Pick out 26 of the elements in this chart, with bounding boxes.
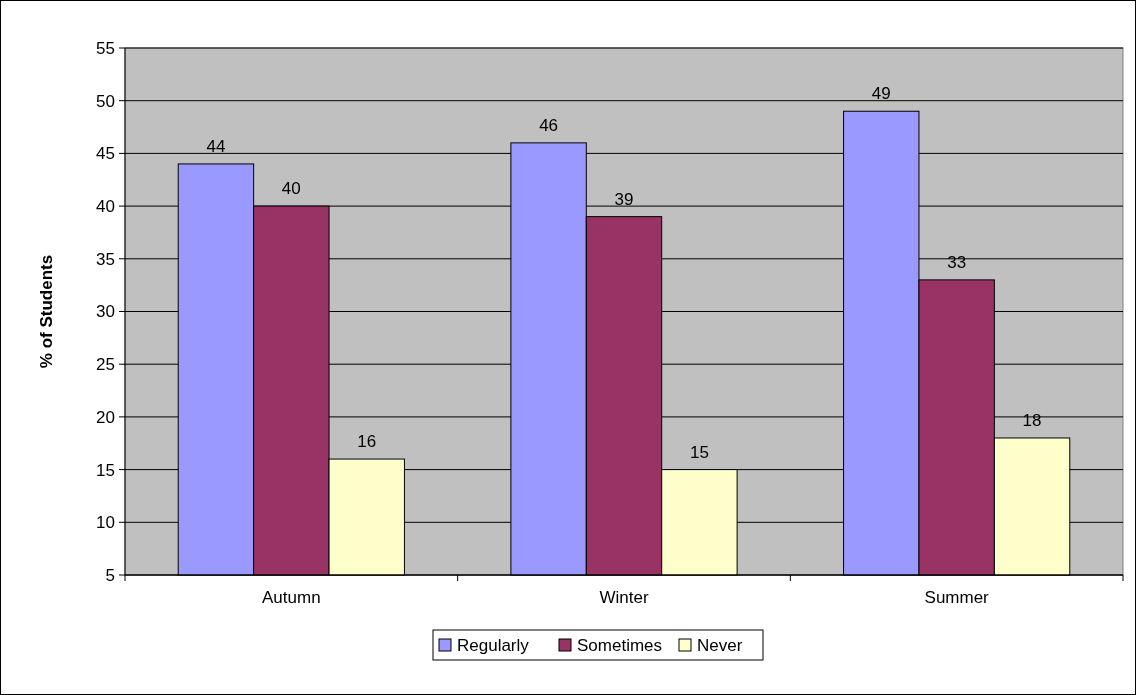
y-tick-label: 40 — [96, 197, 115, 217]
data-label: 18 — [1022, 410, 1042, 430]
data-label: 16 — [357, 432, 377, 452]
x-tick-label: Summer — [924, 588, 990, 607]
data-label: 15 — [689, 442, 709, 462]
y-axis-title: % of Students — [37, 254, 56, 369]
y-tick-label: 25 — [96, 355, 115, 375]
x-tick-label: Autumn — [262, 588, 321, 607]
x-tick-label: Winter — [599, 588, 649, 607]
legend-label: Sometimes — [577, 635, 663, 655]
y-tick-label: 35 — [96, 249, 115, 269]
y-tick-label: 15 — [96, 460, 115, 480]
data-label: 49 — [871, 84, 891, 104]
data-label: 46 — [539, 115, 559, 135]
y-tick-label: 5 — [105, 565, 115, 585]
y-tick-label: 45 — [96, 144, 115, 164]
y-tick-label: 55 — [96, 38, 115, 58]
y-tick-label: 30 — [96, 302, 115, 322]
data-label: 44 — [206, 136, 226, 156]
data-label: 40 — [281, 179, 301, 199]
y-tick-label: 10 — [96, 513, 115, 533]
legend-label: Never — [697, 635, 743, 655]
y-tick-label: 50 — [96, 91, 115, 111]
data-label: 39 — [614, 189, 634, 209]
y-tick-label: 20 — [96, 407, 115, 427]
legend-label: Regularly — [457, 635, 530, 655]
